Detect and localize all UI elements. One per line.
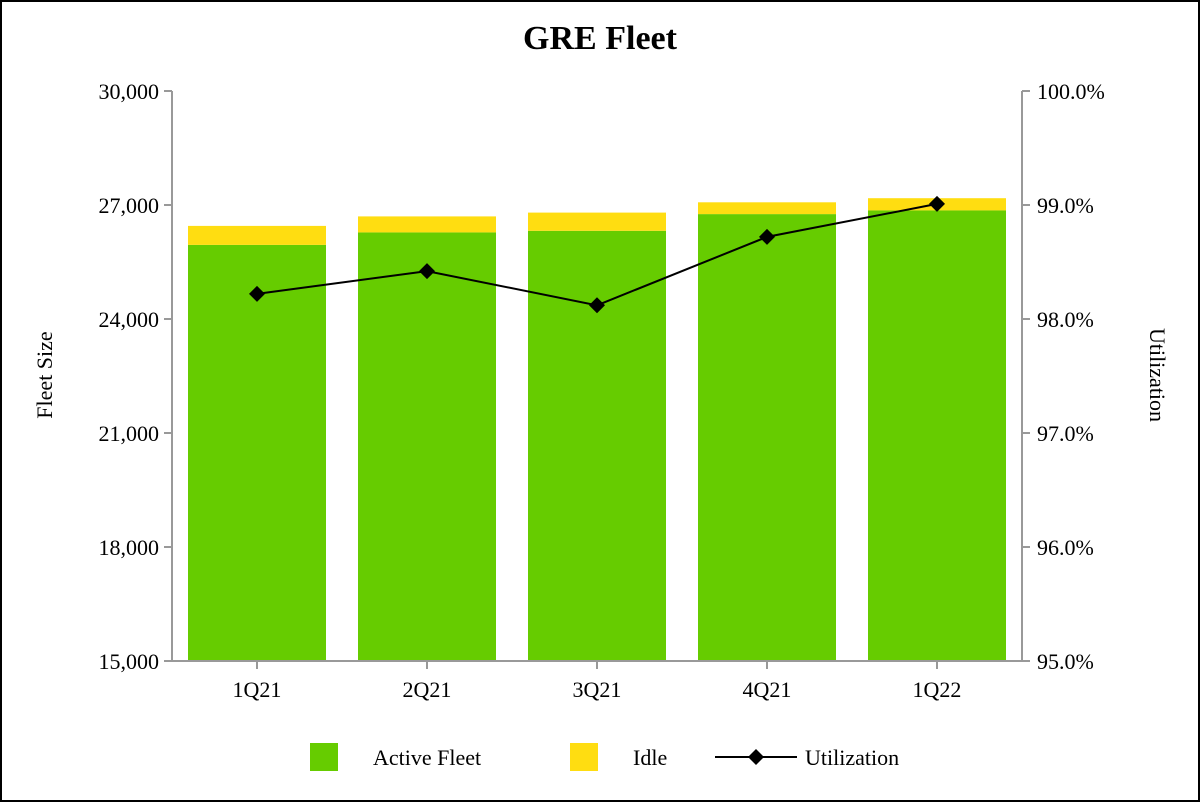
y-right-tick-label: 96.0% <box>1037 535 1094 560</box>
chart-title: GRE Fleet <box>523 20 678 57</box>
y-right-tick-label: 97.0% <box>1037 421 1094 446</box>
y-left-tick-label: 21,000 <box>99 421 160 446</box>
bar-active-fleet-2q21 <box>358 232 496 661</box>
utilization-point-1q22 <box>929 195 945 212</box>
y-right-tick-label: 99.0% <box>1037 193 1094 218</box>
x-tick-label: 3Q21 <box>573 677 622 702</box>
legend-swatch-active-fleet <box>310 743 338 771</box>
x-tick-label: 1Q21 <box>233 677 282 702</box>
plot-layer: 15,000 18,000 21,000 24,000 27,000 30,000 95.0… <box>99 79 1105 702</box>
y-left-axis-title: Fleet Size <box>32 331 57 418</box>
y-left-tick-label: 30,000 <box>99 79 160 104</box>
bar-active-fleet-4q21 <box>698 214 836 661</box>
legend-label-idle: Idle <box>633 745 667 770</box>
legend-marker-utilization <box>748 749 764 765</box>
bar-active-fleet-1q22 <box>868 210 1006 662</box>
y-left-tick-label: 15,000 <box>99 649 160 674</box>
utilization-point-1q21 <box>249 285 265 302</box>
legend-label-active-fleet: Active Fleet <box>373 745 481 770</box>
utilization-point-4q21 <box>759 228 775 245</box>
utilization-point-3q21 <box>589 297 605 314</box>
legend-swatch-idle <box>570 743 598 771</box>
x-tick-label: 2Q21 <box>403 677 452 702</box>
y-left-tick-label: 18,000 <box>99 535 160 560</box>
y-right-axis-title: Utilization <box>1145 328 1170 422</box>
y-left-tick-label: 27,000 <box>99 193 160 218</box>
bar-active-fleet-1q21 <box>188 244 326 661</box>
y-right-tick-label: 95.0% <box>1037 649 1094 674</box>
utilization-point-2q21 <box>419 263 435 280</box>
bar-idle-2q21 <box>358 216 496 233</box>
x-tick-label: 1Q22 <box>913 677 962 702</box>
bar-idle-3q21 <box>528 212 666 231</box>
bar-idle-4q21 <box>698 202 836 215</box>
y-left-tick-label: 24,000 <box>99 307 160 332</box>
legend-label-utilization: Utilization <box>805 745 899 770</box>
y-right-tick-label: 100.0% <box>1037 79 1105 104</box>
bar-idle-1q21 <box>188 225 326 245</box>
y-right-tick-label: 98.0% <box>1037 307 1094 332</box>
x-tick-label: 4Q21 <box>743 677 792 702</box>
legend: Active Fleet Idle Utilization <box>310 743 899 771</box>
